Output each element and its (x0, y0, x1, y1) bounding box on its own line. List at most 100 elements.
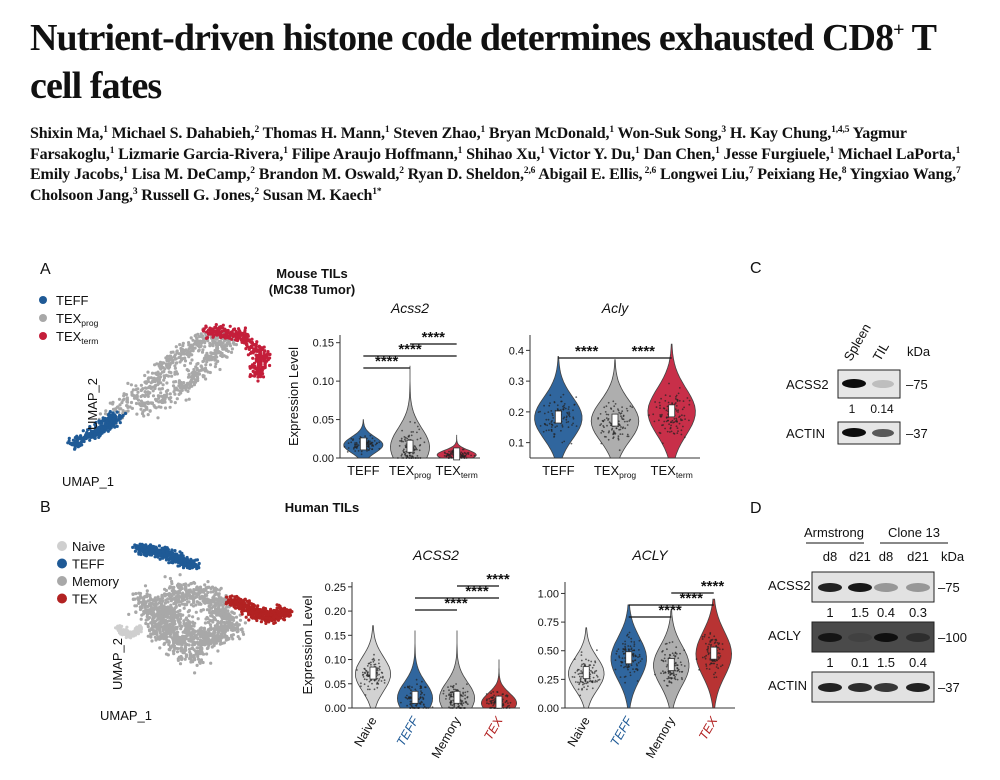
umap-point (227, 339, 231, 343)
umap-point (264, 621, 268, 626)
umap-point (188, 656, 192, 660)
jitter-point (455, 689, 458, 692)
umap-point (190, 358, 194, 362)
umap-point (205, 646, 209, 651)
jitter-point (565, 415, 568, 418)
umap-point (165, 392, 169, 396)
umap-point (231, 626, 235, 631)
jitter-point (618, 423, 620, 425)
jitter-point (447, 686, 449, 688)
jitter-point (408, 435, 410, 438)
umap-point (199, 626, 203, 630)
jitter-point (579, 680, 582, 682)
jitter-point (412, 431, 414, 433)
umap-point (204, 354, 208, 358)
umap-point (74, 439, 78, 443)
jitter-point (504, 701, 507, 704)
umap-point (210, 357, 214, 361)
umap-point (145, 401, 149, 405)
umap-point (173, 364, 177, 368)
jitter-point (422, 698, 425, 701)
jitter-point (371, 448, 373, 451)
umap-point (126, 629, 130, 633)
umap-point (153, 555, 157, 559)
jitter-point (460, 707, 463, 709)
umap-point (159, 391, 163, 395)
umap-point (197, 335, 201, 339)
umap-point (163, 575, 167, 579)
umap-point (173, 606, 177, 610)
jitter-point (623, 420, 626, 423)
author-name: Victor Y. Du, (548, 145, 636, 163)
umap-point (103, 412, 108, 416)
jitter-point (377, 679, 380, 682)
jitter-point (551, 420, 553, 422)
jitter-point (681, 414, 683, 417)
jitter-point (405, 457, 408, 459)
legend-label: Memory (72, 574, 119, 589)
umap-point (180, 586, 184, 591)
umap-point (235, 334, 239, 338)
umap-point (183, 558, 187, 562)
umap-point (163, 406, 168, 410)
umap-point (188, 596, 192, 600)
umap-point (165, 354, 170, 358)
author-name: Thomas H. Mann, (262, 125, 385, 142)
umap-point (118, 421, 122, 425)
umap-point (143, 386, 148, 390)
jitter-point (683, 414, 686, 417)
umap-point (187, 397, 191, 401)
umap-point (254, 359, 258, 363)
umap-point (120, 414, 124, 419)
jitter-point (597, 679, 600, 681)
umap-point (115, 418, 119, 422)
umap-point (117, 397, 122, 401)
jitter-point (369, 679, 372, 682)
umap-point (255, 366, 259, 370)
author-affiliation: 1 (103, 125, 108, 135)
umap-point (225, 344, 229, 348)
umap-point (161, 616, 165, 621)
umap-point (194, 649, 198, 653)
jitter-point (542, 430, 545, 433)
jitter-point (565, 418, 568, 421)
violin (438, 630, 476, 709)
jitter-point (594, 670, 596, 673)
umap-point (227, 614, 232, 618)
umap-point (154, 372, 158, 376)
umap-point (165, 381, 169, 385)
umap-point (177, 356, 181, 360)
umap-point (166, 374, 171, 378)
jitter-point (550, 426, 553, 428)
umap-point (181, 357, 185, 361)
jitter-point (670, 430, 673, 433)
umap-point (192, 600, 196, 605)
jitter-point (449, 703, 452, 706)
umap-point (127, 632, 131, 636)
author: Cholsoon Jang,3 (30, 187, 138, 204)
jitter-point (409, 454, 411, 457)
jitter-point (357, 450, 360, 452)
umap-point (263, 358, 267, 362)
umap-point (202, 374, 206, 378)
jitter-point (671, 403, 674, 405)
umap-point (164, 622, 168, 626)
jitter-point (406, 704, 408, 707)
jitter-point (408, 685, 411, 688)
jitter-point (470, 454, 472, 457)
umap-point (100, 431, 104, 435)
umap-point (252, 348, 256, 352)
umap-point (206, 370, 210, 374)
jitter-point (465, 700, 467, 703)
jitter-point (577, 688, 580, 691)
umap-point (183, 657, 187, 661)
author-affiliation: 1 (609, 125, 614, 135)
jitter-points (648, 382, 691, 445)
umap-point (120, 624, 124, 629)
legend-swatch (57, 558, 67, 569)
umap-point (134, 628, 138, 632)
umap-point (130, 393, 134, 397)
jitter-point (658, 401, 661, 404)
author: Susan M. Kaech1* (263, 187, 382, 204)
umap-y-label: UMAP_2 (110, 638, 125, 690)
